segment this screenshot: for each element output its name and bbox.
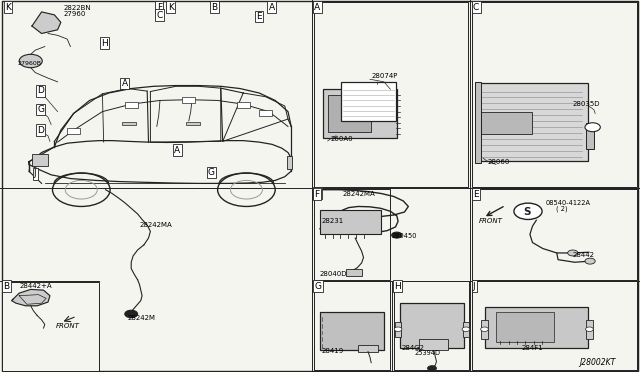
Text: 28442+A: 28442+A <box>19 283 52 289</box>
Bar <box>463 322 469 337</box>
Text: 28035D: 28035D <box>573 101 600 107</box>
Text: F: F <box>314 190 319 199</box>
Bar <box>586 320 593 339</box>
Bar <box>314 189 390 280</box>
Text: B: B <box>3 282 10 291</box>
Circle shape <box>585 123 600 132</box>
Bar <box>481 112 532 134</box>
Text: D: D <box>314 189 321 198</box>
Bar <box>395 322 401 337</box>
Bar <box>314 281 390 370</box>
Bar <box>472 189 637 280</box>
Text: 28242M: 28242M <box>128 315 156 321</box>
Bar <box>394 281 469 370</box>
Text: G: G <box>314 282 321 291</box>
Text: 280450: 280450 <box>392 233 417 239</box>
Polygon shape <box>32 12 61 33</box>
Bar <box>32 154 48 166</box>
Circle shape <box>514 203 542 219</box>
Text: A: A <box>314 3 321 12</box>
Text: E: E <box>256 12 262 21</box>
Bar <box>358 345 378 352</box>
Text: A: A <box>269 3 275 12</box>
Text: 260A0: 260A0 <box>330 137 353 142</box>
Bar <box>2 282 99 371</box>
Text: F: F <box>157 3 162 12</box>
Bar <box>122 122 136 125</box>
Bar <box>586 123 594 149</box>
Text: 28242MA: 28242MA <box>342 191 375 197</box>
Text: 28040D: 28040D <box>320 271 348 277</box>
Polygon shape <box>12 289 50 306</box>
Bar <box>320 312 384 350</box>
Circle shape <box>586 327 593 331</box>
Text: 27960: 27960 <box>64 12 86 17</box>
Text: 25394D: 25394D <box>415 350 441 356</box>
Bar <box>400 303 464 348</box>
Bar <box>287 156 292 169</box>
Text: 2822BN: 2822BN <box>64 5 92 11</box>
Circle shape <box>481 327 488 331</box>
Text: 28442: 28442 <box>573 252 595 258</box>
Bar <box>182 97 195 103</box>
Bar <box>237 102 250 108</box>
Bar <box>472 281 637 370</box>
Bar <box>320 210 381 234</box>
Text: 08540-4122A: 08540-4122A <box>545 200 590 206</box>
Text: 27960B: 27960B <box>18 61 42 66</box>
Bar <box>314 2 468 187</box>
Text: E: E <box>473 190 479 199</box>
Bar <box>475 82 481 163</box>
Text: J: J <box>34 169 36 178</box>
Text: J28002KT: J28002KT <box>579 357 616 366</box>
Bar <box>479 83 588 161</box>
Bar <box>328 95 371 132</box>
Bar <box>125 102 138 108</box>
Text: 284G2: 284G2 <box>402 346 425 352</box>
Text: K: K <box>5 3 11 12</box>
Text: 284F1: 284F1 <box>522 346 543 352</box>
Bar <box>259 110 272 116</box>
Text: 28242MA: 28242MA <box>140 222 172 228</box>
Text: 28074P: 28074P <box>371 73 397 79</box>
Circle shape <box>462 327 470 331</box>
Text: 28419: 28419 <box>322 349 344 355</box>
Text: D: D <box>37 86 44 95</box>
Bar <box>481 320 488 339</box>
Bar <box>485 307 588 348</box>
Text: J: J <box>473 282 476 291</box>
Text: A: A <box>174 146 180 155</box>
Text: ( 2): ( 2) <box>556 206 567 212</box>
Text: 28060: 28060 <box>488 160 510 166</box>
Text: D: D <box>37 126 44 135</box>
Bar <box>419 339 448 350</box>
Text: FRONT: FRONT <box>56 323 79 329</box>
Circle shape <box>125 310 138 318</box>
Circle shape <box>392 232 402 238</box>
Text: A: A <box>122 79 128 88</box>
Circle shape <box>394 327 402 331</box>
Circle shape <box>585 258 595 264</box>
Bar <box>346 269 362 276</box>
Text: C: C <box>473 3 479 12</box>
Text: H: H <box>101 39 108 48</box>
Bar <box>341 82 396 121</box>
Text: K: K <box>168 3 173 12</box>
Text: G: G <box>37 105 44 114</box>
Text: H: H <box>394 282 401 291</box>
Circle shape <box>568 250 578 256</box>
Circle shape <box>19 54 42 68</box>
Text: S: S <box>524 207 531 217</box>
Text: C: C <box>157 11 163 20</box>
Bar <box>323 89 397 138</box>
Circle shape <box>428 366 436 371</box>
Text: 28231: 28231 <box>322 218 344 224</box>
Text: B: B <box>211 3 218 12</box>
Text: G: G <box>208 168 215 177</box>
Bar <box>496 312 554 342</box>
Bar <box>186 122 200 125</box>
Text: FRONT: FRONT <box>479 218 502 224</box>
Bar <box>472 2 637 187</box>
Bar <box>67 128 80 134</box>
